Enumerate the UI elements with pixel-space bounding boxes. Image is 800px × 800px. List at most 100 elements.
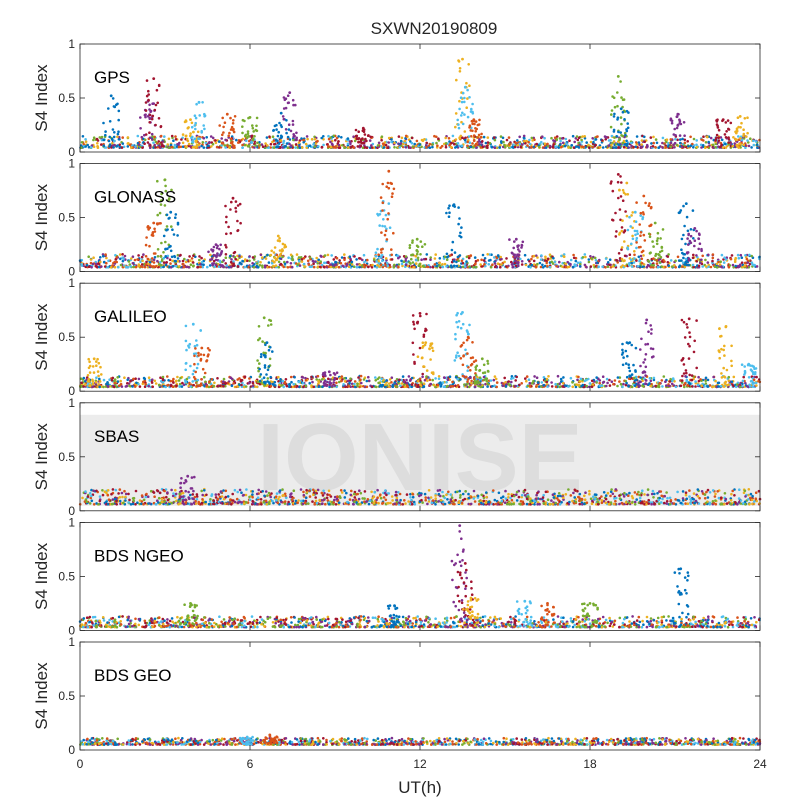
data-point [102, 121, 105, 125]
data-point [338, 377, 342, 380]
data-point [459, 134, 463, 138]
data-point [127, 260, 131, 263]
data-point [739, 136, 742, 140]
data-point [162, 234, 166, 238]
data-point [469, 145, 473, 149]
data-point [714, 138, 718, 141]
data-point [437, 375, 441, 378]
data-point [598, 379, 602, 382]
data-point [690, 385, 694, 388]
data-point [274, 264, 278, 268]
data-point [363, 133, 367, 136]
data-point [543, 259, 547, 262]
data-point [112, 139, 116, 143]
data-point [133, 385, 137, 388]
data-point [404, 134, 408, 138]
data-point [457, 222, 460, 226]
data-point [706, 135, 709, 139]
data-point [181, 141, 185, 145]
data-point [88, 371, 92, 374]
data-point [248, 259, 251, 263]
data-point [400, 259, 403, 263]
data-point [174, 135, 177, 138]
data-point [239, 221, 242, 225]
data-point [214, 141, 218, 145]
data-point [156, 179, 159, 183]
data-point [306, 259, 310, 263]
data-point [108, 378, 111, 382]
data-point [211, 250, 215, 253]
data-point [610, 143, 613, 146]
data-point [199, 353, 203, 356]
data-point [117, 130, 120, 133]
data-point [269, 142, 273, 146]
data-point [86, 143, 89, 147]
data-point [616, 91, 619, 94]
data-point [363, 146, 367, 149]
data-point [209, 253, 212, 257]
data-point [160, 141, 163, 144]
data-point [685, 215, 689, 219]
data-point [192, 254, 195, 257]
data-point [127, 142, 130, 145]
peak-point [461, 57, 464, 61]
data-point [669, 377, 672, 381]
data-point [130, 257, 133, 260]
data-point [704, 379, 707, 383]
data-point [151, 138, 154, 141]
data-point [606, 265, 610, 269]
data-point [610, 134, 614, 138]
data-point [445, 252, 449, 256]
data-point [623, 118, 626, 121]
data-point [365, 379, 369, 383]
data-point [386, 264, 390, 268]
data-point [746, 139, 749, 142]
data-point [461, 91, 465, 95]
peak-point [197, 100, 201, 104]
data-point [692, 253, 695, 257]
data-point [191, 380, 194, 383]
data-point [642, 254, 645, 257]
data-point [384, 213, 388, 217]
data-point [529, 266, 532, 269]
data-point [259, 253, 263, 257]
data-point [715, 119, 718, 122]
data-point [604, 257, 608, 260]
data-point [736, 116, 740, 119]
data-point [150, 257, 154, 260]
data-point [268, 135, 271, 138]
data-point [719, 145, 722, 149]
data-point [222, 259, 225, 262]
data-point [511, 145, 514, 149]
data-point [120, 146, 124, 149]
data-point [148, 116, 151, 120]
data-point [152, 265, 156, 269]
data-point [535, 142, 539, 146]
data-point [649, 384, 652, 388]
data-point [711, 385, 714, 389]
data-point [343, 258, 346, 262]
data-point [228, 131, 231, 135]
data-point [550, 381, 553, 384]
data-point [620, 248, 623, 251]
data-point [100, 373, 103, 376]
data-point [297, 141, 301, 144]
data-point [88, 383, 92, 387]
data-point [658, 382, 661, 385]
data-point [493, 136, 496, 139]
data-point [552, 143, 555, 146]
data-point [315, 256, 319, 260]
y-axis-label: S4 Index [32, 64, 51, 132]
data-point [298, 385, 301, 389]
data-point [343, 380, 347, 383]
data-point [131, 262, 135, 265]
data-point [167, 217, 170, 220]
data-point [516, 257, 520, 261]
data-point [528, 381, 532, 385]
data-point [448, 211, 451, 214]
data-point [232, 260, 235, 263]
data-point [583, 137, 587, 140]
data-point [720, 138, 724, 142]
data-point [476, 136, 480, 139]
